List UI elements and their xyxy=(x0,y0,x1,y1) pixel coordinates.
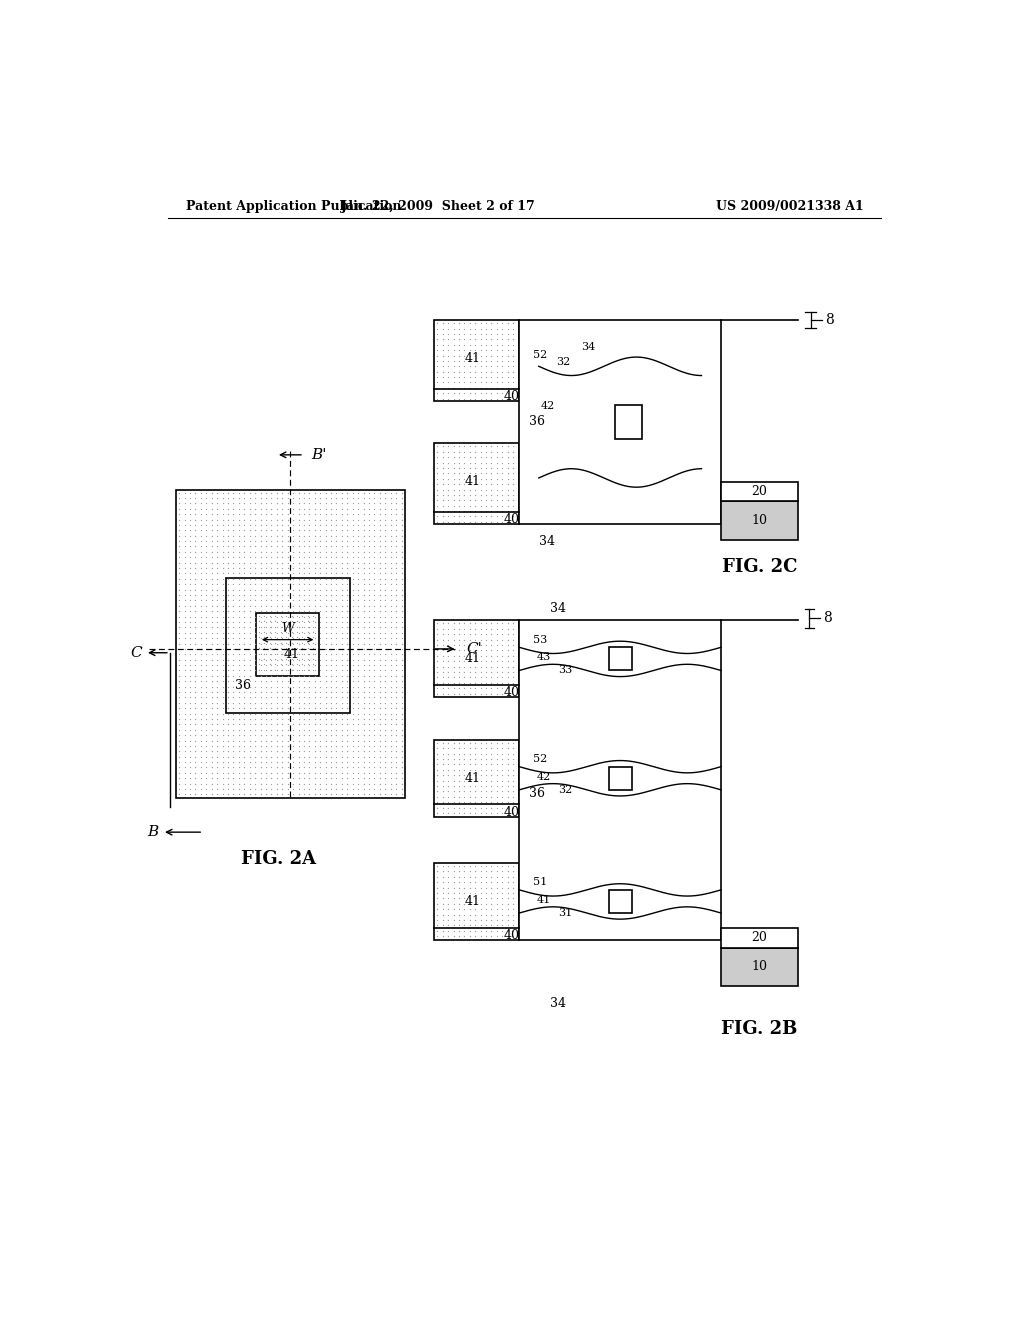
Text: 40: 40 xyxy=(504,513,519,527)
Text: B': B' xyxy=(311,447,328,462)
Text: 34: 34 xyxy=(582,342,596,352)
Text: 10: 10 xyxy=(752,513,768,527)
Bar xyxy=(434,321,519,401)
Text: 31: 31 xyxy=(558,908,572,917)
Bar xyxy=(614,405,642,440)
Text: 33: 33 xyxy=(558,665,572,676)
Text: 32: 32 xyxy=(558,785,572,795)
Bar xyxy=(721,948,799,986)
Text: 34: 34 xyxy=(550,997,566,1010)
Text: 36: 36 xyxy=(528,787,545,800)
Text: 36: 36 xyxy=(528,416,545,428)
Bar xyxy=(434,620,519,697)
Text: 41: 41 xyxy=(284,648,300,661)
Text: W: W xyxy=(282,622,294,635)
Text: B: B xyxy=(147,825,159,840)
Bar xyxy=(256,612,319,676)
Bar xyxy=(608,767,632,789)
Bar xyxy=(519,620,721,940)
Text: 40: 40 xyxy=(504,389,519,403)
Text: 52: 52 xyxy=(534,754,548,764)
Text: 41: 41 xyxy=(465,895,481,908)
Text: 20: 20 xyxy=(752,931,768,944)
Bar xyxy=(721,482,799,502)
Text: 51: 51 xyxy=(534,878,548,887)
Text: 10: 10 xyxy=(752,961,768,973)
Bar xyxy=(176,490,404,797)
Text: Jan. 22, 2009  Sheet 2 of 17: Jan. 22, 2009 Sheet 2 of 17 xyxy=(341,199,536,213)
Bar xyxy=(434,444,519,524)
Bar xyxy=(519,321,721,524)
Text: 41: 41 xyxy=(465,772,481,785)
Text: 53: 53 xyxy=(534,635,548,644)
Text: 34: 34 xyxy=(550,602,566,615)
Text: 41: 41 xyxy=(537,895,551,906)
Text: FIG. 2A: FIG. 2A xyxy=(241,850,316,869)
Bar xyxy=(721,928,799,948)
Text: 20: 20 xyxy=(752,484,768,498)
Text: US 2009/0021338 A1: US 2009/0021338 A1 xyxy=(717,199,864,213)
Text: 42: 42 xyxy=(541,401,555,412)
Text: 52: 52 xyxy=(534,350,548,360)
Text: 40: 40 xyxy=(504,805,519,818)
Text: 36: 36 xyxy=(236,680,252,693)
Text: 8: 8 xyxy=(824,313,834,327)
Text: FIG. 2C: FIG. 2C xyxy=(722,557,798,576)
Text: 41: 41 xyxy=(465,352,481,366)
Text: 34: 34 xyxy=(539,535,555,548)
Bar xyxy=(434,863,519,940)
Bar xyxy=(608,890,632,913)
Bar xyxy=(226,578,350,713)
Text: 40: 40 xyxy=(504,929,519,942)
Text: 41: 41 xyxy=(465,475,481,488)
Text: C: C xyxy=(130,645,141,660)
Text: 8: 8 xyxy=(823,611,831,626)
Text: 42: 42 xyxy=(537,772,551,781)
Text: 32: 32 xyxy=(557,358,570,367)
Text: 41: 41 xyxy=(465,652,481,665)
Text: 40: 40 xyxy=(504,686,519,700)
Text: FIG. 2B: FIG. 2B xyxy=(722,1019,798,1038)
Bar xyxy=(608,647,632,671)
Text: Patent Application Publication: Patent Application Publication xyxy=(186,199,401,213)
Bar xyxy=(434,739,519,817)
Text: C': C' xyxy=(467,642,482,656)
Text: 43: 43 xyxy=(537,652,551,663)
Bar xyxy=(721,502,799,540)
